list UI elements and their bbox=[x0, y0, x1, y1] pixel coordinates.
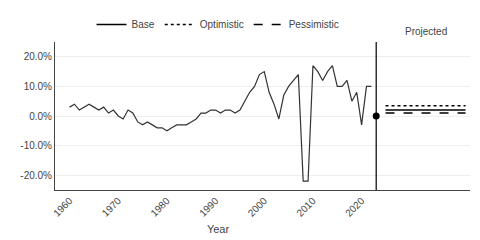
svg-text:-20.0%: -20.0% bbox=[20, 170, 52, 181]
svg-text:2000: 2000 bbox=[246, 195, 270, 219]
svg-text:1990: 1990 bbox=[197, 195, 221, 219]
svg-text:Pessimistic: Pessimistic bbox=[289, 19, 339, 30]
svg-text:1980: 1980 bbox=[148, 195, 172, 219]
svg-text:20.0%: 20.0% bbox=[24, 51, 52, 62]
svg-text:1970: 1970 bbox=[100, 195, 124, 219]
svg-text:-10.0%: -10.0% bbox=[20, 140, 52, 151]
svg-text:Optimistic: Optimistic bbox=[200, 19, 244, 30]
svg-text:2010: 2010 bbox=[294, 195, 318, 219]
svg-text:Base: Base bbox=[132, 19, 155, 30]
svg-text:Year: Year bbox=[207, 223, 230, 235]
svg-text:Projected: Projected bbox=[405, 26, 447, 37]
svg-text:0.0%: 0.0% bbox=[29, 111, 52, 122]
svg-text:2020: 2020 bbox=[343, 195, 367, 219]
svg-text:1960: 1960 bbox=[51, 195, 75, 219]
svg-text:10.0%: 10.0% bbox=[24, 81, 52, 92]
